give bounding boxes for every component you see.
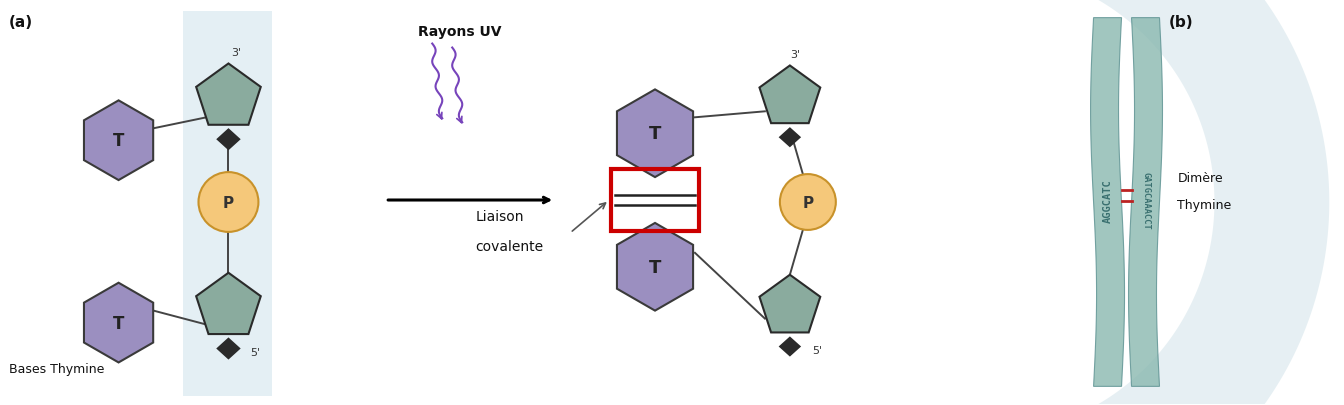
- Text: Dimère: Dimère: [1177, 171, 1223, 184]
- Text: GATGCAAACCT: GATGCAAACCT: [1141, 172, 1150, 229]
- Polygon shape: [617, 224, 694, 311]
- Text: 5': 5': [812, 345, 823, 355]
- Text: 5': 5': [250, 347, 261, 357]
- Polygon shape: [1129, 19, 1163, 386]
- Text: 3': 3': [231, 48, 242, 58]
- Text: T: T: [113, 314, 124, 332]
- Polygon shape: [218, 130, 239, 150]
- Polygon shape: [83, 101, 153, 181]
- Polygon shape: [183, 12, 273, 396]
- Text: T: T: [649, 258, 661, 276]
- Text: Rayons UV: Rayons UV: [418, 25, 501, 38]
- Text: Liaison: Liaison: [476, 209, 524, 224]
- Polygon shape: [196, 273, 261, 334]
- Polygon shape: [780, 338, 800, 356]
- Polygon shape: [196, 64, 261, 126]
- Circle shape: [199, 173, 258, 232]
- Text: P: P: [223, 195, 234, 210]
- Bar: [612, 170, 699, 231]
- Text: T: T: [113, 132, 124, 150]
- Polygon shape: [759, 275, 820, 333]
- Text: P: P: [802, 195, 813, 210]
- Polygon shape: [759, 66, 820, 124]
- Text: (a): (a): [8, 15, 32, 30]
- Text: T: T: [649, 125, 661, 143]
- Text: Thymine: Thymine: [1177, 199, 1231, 212]
- Polygon shape: [780, 129, 800, 147]
- Text: covalente: covalente: [476, 239, 543, 253]
- Text: 3': 3': [790, 50, 800, 60]
- Circle shape: [780, 175, 836, 230]
- Polygon shape: [617, 90, 694, 178]
- Polygon shape: [1052, 0, 1329, 405]
- Polygon shape: [1090, 19, 1125, 386]
- Text: (b): (b): [1169, 15, 1193, 30]
- Polygon shape: [218, 339, 239, 358]
- Polygon shape: [83, 283, 153, 362]
- Text: Bases Thymine: Bases Thymine: [8, 362, 103, 375]
- Text: AGGCATC: AGGCATC: [1102, 179, 1113, 222]
